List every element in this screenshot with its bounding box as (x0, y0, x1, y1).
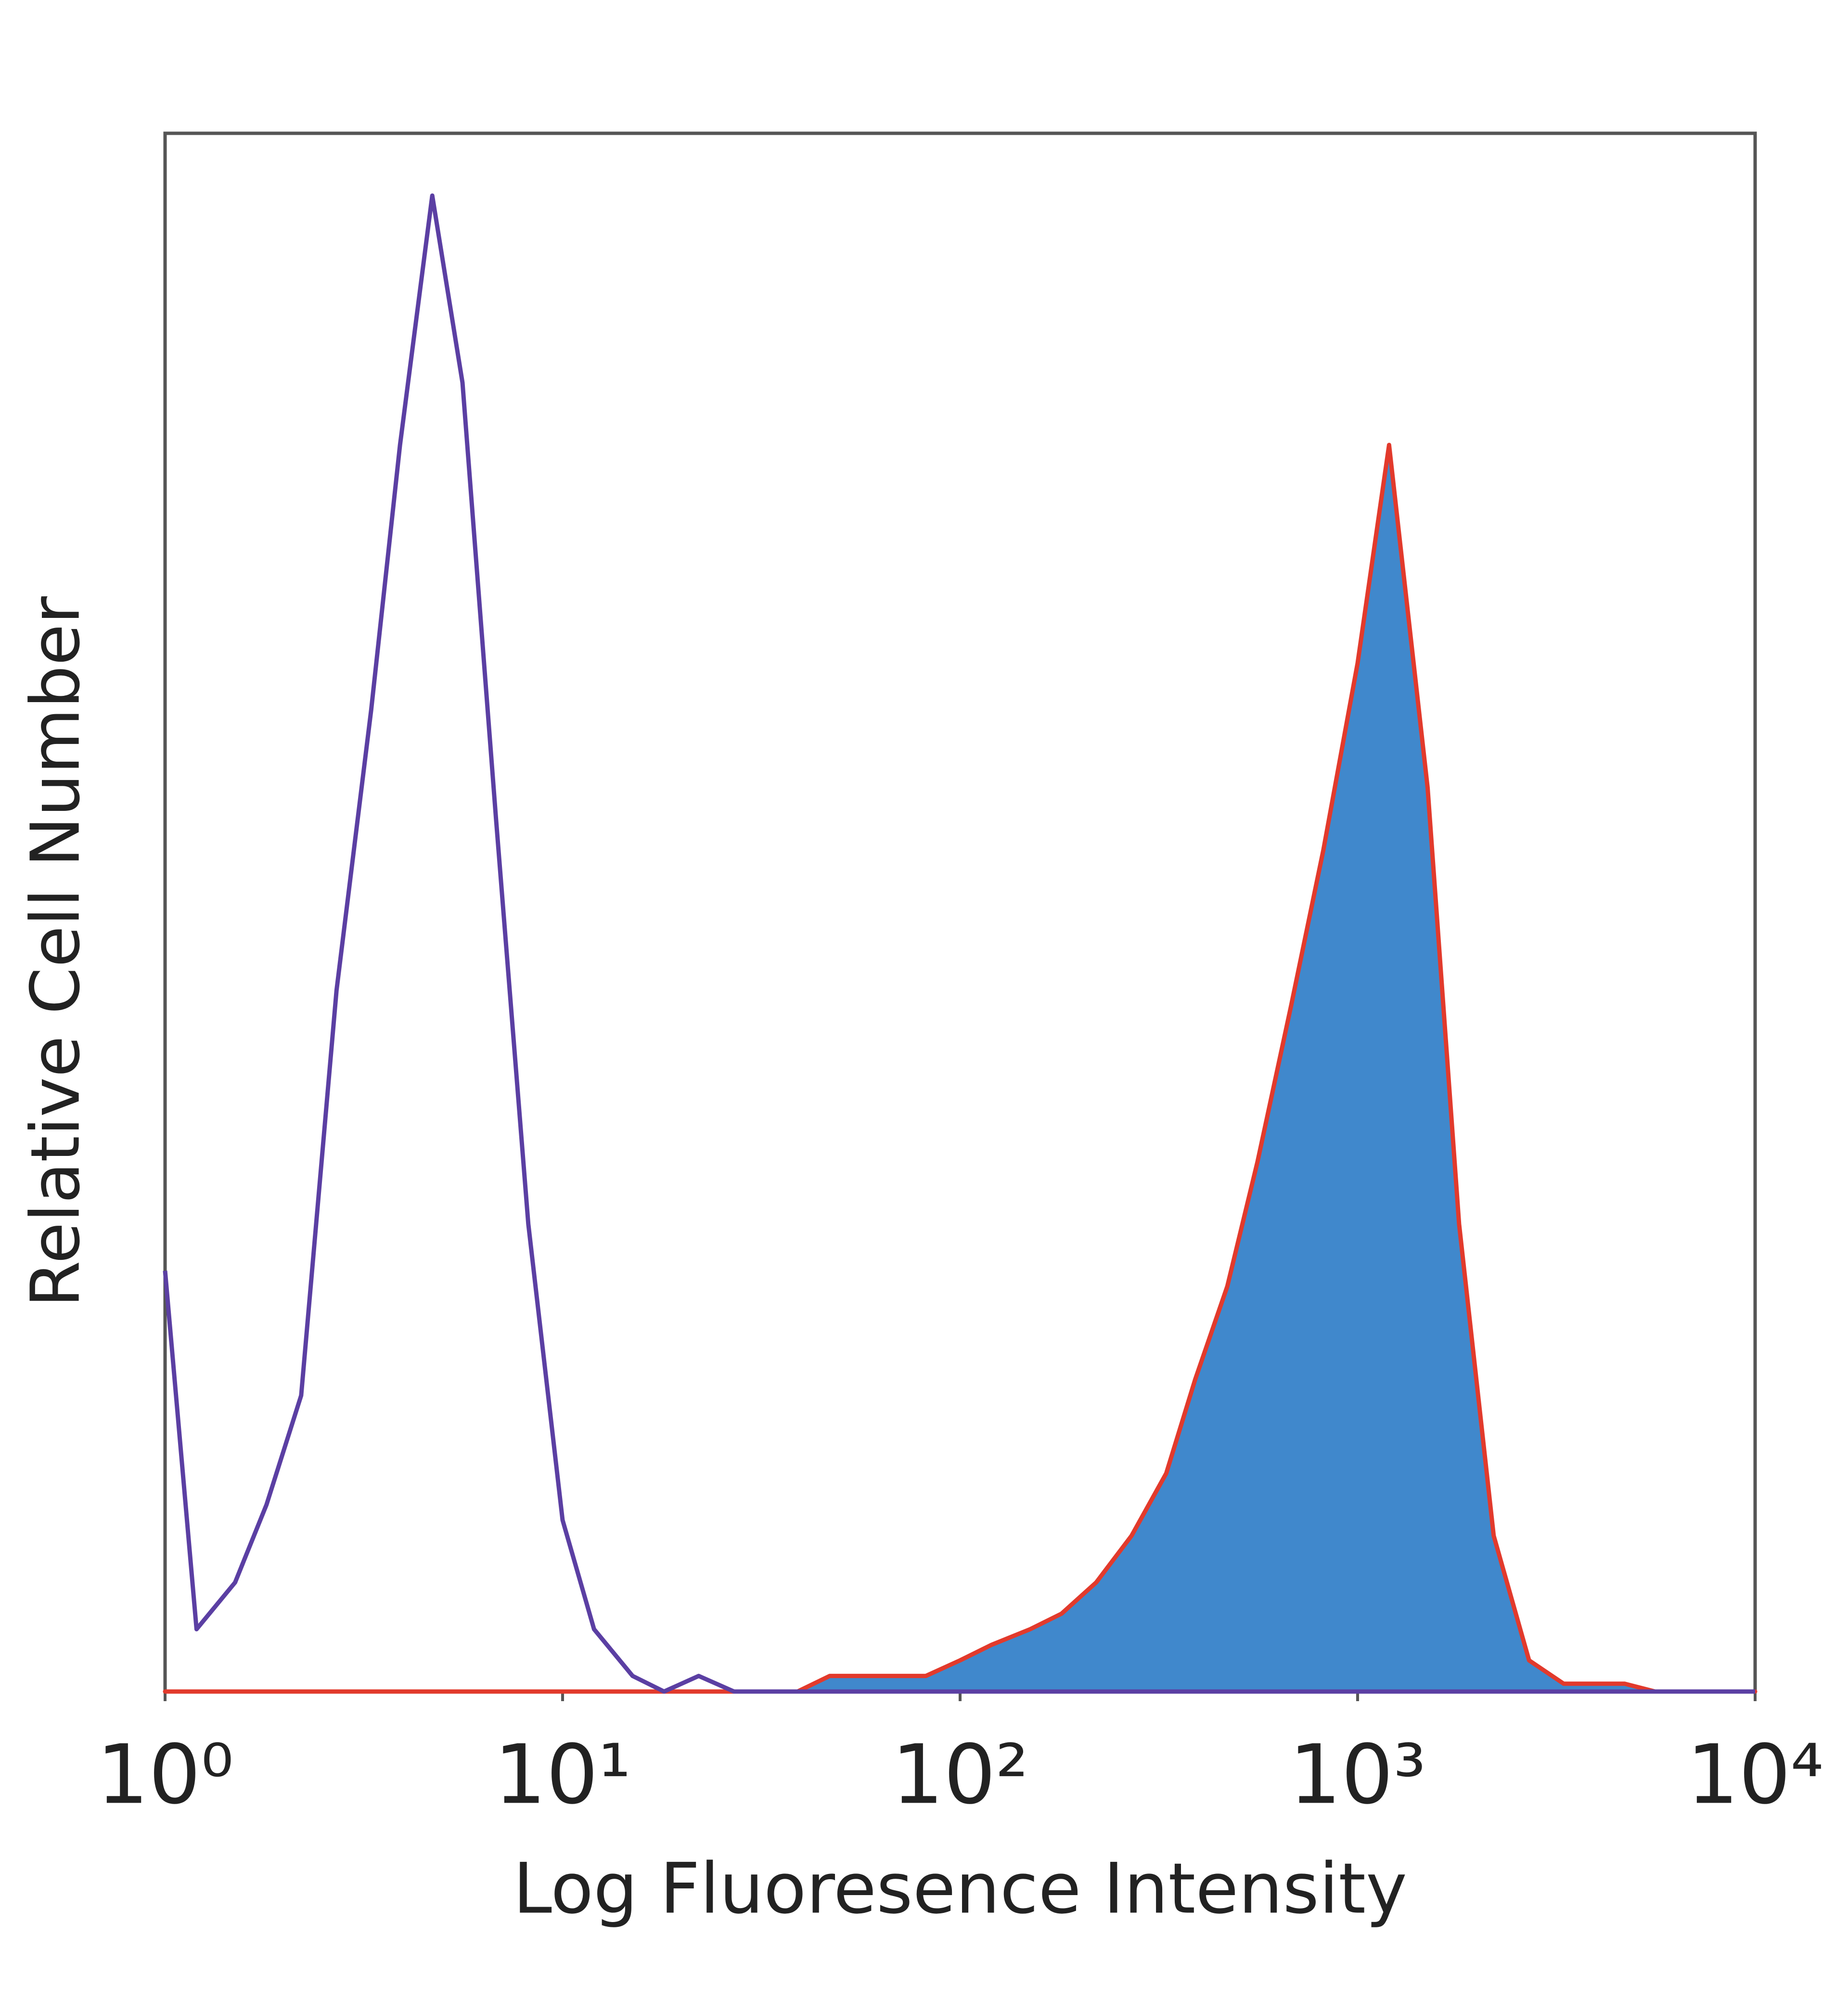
x-tick-label: 10⁰ (97, 1727, 233, 1822)
histogram-line (163, 193, 1755, 1694)
x-tick-label: 10¹ (494, 1727, 631, 1822)
x-tick-label: 10⁴ (1687, 1727, 1823, 1822)
x-tick-label: 10³ (1289, 1727, 1426, 1822)
x-tick-label: 10² (892, 1727, 1028, 1822)
x-axis-label: Log Fluoresence Intensity (513, 1848, 1407, 1930)
y-axis-label: Relative Cell Number (17, 596, 95, 1308)
plot-frame (163, 131, 1757, 1693)
histogram-area (163, 443, 1758, 1694)
